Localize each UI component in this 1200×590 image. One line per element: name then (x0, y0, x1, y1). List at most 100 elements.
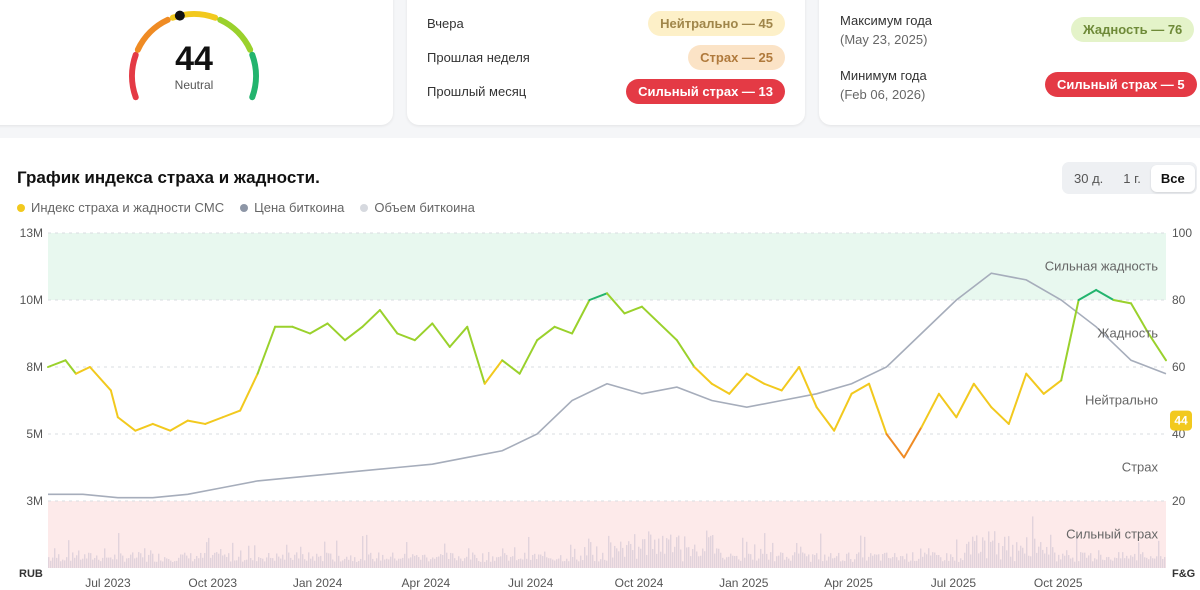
zone-label: Сильная жадность (1045, 259, 1158, 274)
gauge-card: 44 Neutral (0, 0, 393, 125)
x-axis-tick: Jan 2024 (293, 576, 343, 590)
x-axis-tick: Jan 2025 (719, 576, 769, 590)
fear-greed-segment (937, 392, 958, 419)
fear-greed-segment (885, 433, 905, 459)
tab-1-year[interactable]: 1 г. (1123, 170, 1141, 186)
left-axis-tick: 10M (20, 293, 43, 307)
legend-item-bitcoin-price[interactable]: Цена биткоина (240, 200, 344, 215)
fear-greed-segment (501, 359, 521, 375)
fear-greed-segment (431, 322, 451, 348)
zone-label: Нейтрально (1085, 393, 1158, 408)
fear-greed-segment (640, 305, 661, 325)
x-axis-tick: Oct 2025 (1034, 576, 1083, 590)
left-axis-tick: 13M (20, 226, 43, 240)
history-badge-last-month: Сильный страх — 13 (626, 78, 785, 104)
fear-greed-segment (833, 392, 853, 432)
gauge-pointer (174, 10, 185, 21)
fear-greed-segment (571, 299, 591, 335)
fear-greed-segment (47, 359, 67, 368)
tab-all[interactable]: Все (1150, 164, 1195, 192)
bitcoin-price-line (48, 272, 1167, 499)
fear-greed-segment (239, 372, 259, 412)
fear-greed-segment (326, 322, 346, 342)
historical-values-card: Вчера Нейтрально — 45 Прошлая неделя Стр… (407, 0, 805, 125)
x-axis-tick: Oct 2023 (188, 576, 237, 590)
chart-section: График индекса страха и жадности. 30 д. … (0, 138, 1200, 590)
volume-bars (48, 516, 1166, 568)
fear-greed-segment (518, 339, 539, 375)
chart-legend: Индекс страха и жадности CMC Цена биткои… (17, 200, 475, 215)
x-axis-tick: Jul 2025 (931, 576, 977, 590)
fear-greed-segment (1025, 372, 1045, 395)
history-label-last-month: Прошлый месяц (427, 83, 527, 99)
fear-greed-segment (868, 382, 888, 435)
year-min-label: Минимум года (840, 68, 927, 83)
legend-label-fear-greed: Индекс страха и жадности CMC (31, 200, 225, 215)
zone-band (48, 501, 1166, 568)
legend-item-fear-greed[interactable]: Индекс страха и жадности CMC (17, 200, 224, 215)
fear-greed-segment (221, 409, 242, 419)
zone-band (48, 233, 1166, 300)
legend-dot-icon (240, 203, 249, 212)
x-axis-tick: Jul 2024 (508, 576, 554, 590)
legend-dot-icon (360, 203, 369, 212)
current-value-label: 44 (1174, 414, 1188, 428)
fear-greed-segment (378, 309, 399, 335)
fear-greed-segment (815, 406, 836, 432)
legend-dot-icon (17, 203, 25, 212)
gauge-segment (249, 51, 259, 101)
fear-greed-segment (448, 325, 469, 348)
left-axis-unit: RUB (19, 568, 43, 580)
fear-greed-segment (675, 339, 696, 368)
fear-greed-segment (1077, 288, 1098, 301)
fear-greed-segment (553, 325, 574, 335)
fear-greed-segment (763, 382, 783, 392)
fear-greed-segment (309, 322, 329, 335)
fear-greed-segment (88, 366, 112, 392)
legend-item-bitcoin-volume[interactable]: Объем биткоина (360, 200, 475, 215)
zone-label: Сильный страх (1066, 527, 1158, 542)
fear-greed-segment (728, 372, 748, 395)
fear-greed-segment (1042, 379, 1063, 395)
fear-greed-segment (606, 292, 626, 315)
year-min-badge: Сильный страх — 5 (1045, 72, 1197, 97)
year-max-label: Максимум года (840, 13, 933, 28)
fear-greed-segment (990, 406, 1010, 425)
range-tabs: 30 д. 1 г. Все (1062, 162, 1197, 194)
fear-greed-segment (186, 419, 207, 425)
fear-greed-segment (204, 416, 224, 425)
chart-title: График индекса страха и жадности. (17, 168, 320, 187)
right-axis-tick: 20 (1172, 494, 1186, 508)
fear-greed-segment (151, 422, 172, 432)
fear-greed-segment (343, 325, 364, 342)
history-badge-last-week: Страх — 25 (688, 44, 785, 70)
fear-greed-segment (623, 305, 643, 315)
history-badge-yesterday: Нейтрально — 45 (648, 10, 785, 36)
legend-label-bitcoin-volume: Объем биткоина (374, 200, 475, 215)
fear-greed-segment (850, 382, 871, 395)
gauge-segment (134, 16, 171, 53)
gauge-value: 44 (175, 40, 213, 78)
history-row-yesterday: Вчера Нейтрально — 45 (427, 10, 785, 36)
left-axis-tick: 5M (26, 427, 43, 441)
right-axis-tick: 100 (1172, 226, 1192, 240)
zone-label: Жадность (1097, 326, 1158, 341)
gauge: 44 Neutral (129, 10, 259, 101)
fear-greed-chart[interactable]: Сильная жадность Жадность Нейтрально Страх С… (0, 138, 1200, 590)
tab-30-days[interactable]: 30 д. (1074, 170, 1104, 186)
fear-greed-segment (74, 366, 91, 375)
x-axis-tick: Oct 2024 (615, 576, 664, 590)
fear-greed-segment (116, 416, 137, 432)
fear-greed-segment (64, 359, 77, 375)
current-value-badge (1170, 410, 1192, 431)
legend-label-bitcoin-price: Цена биткоина (254, 200, 345, 215)
fear-greed-segment (291, 325, 312, 335)
history-row-last-week: Прошлая неделя Страх — 25 (427, 44, 785, 70)
fear-greed-segment (1147, 332, 1167, 362)
fear-greed-segment (1095, 288, 1115, 301)
fear-greed-segment (536, 325, 556, 342)
year-max-date: (May 23, 2025) (840, 32, 928, 47)
year-min-date: (Feb 06, 2026) (840, 87, 926, 102)
fear-greed-segment (361, 309, 381, 328)
zone-label: Страх (1122, 460, 1159, 475)
